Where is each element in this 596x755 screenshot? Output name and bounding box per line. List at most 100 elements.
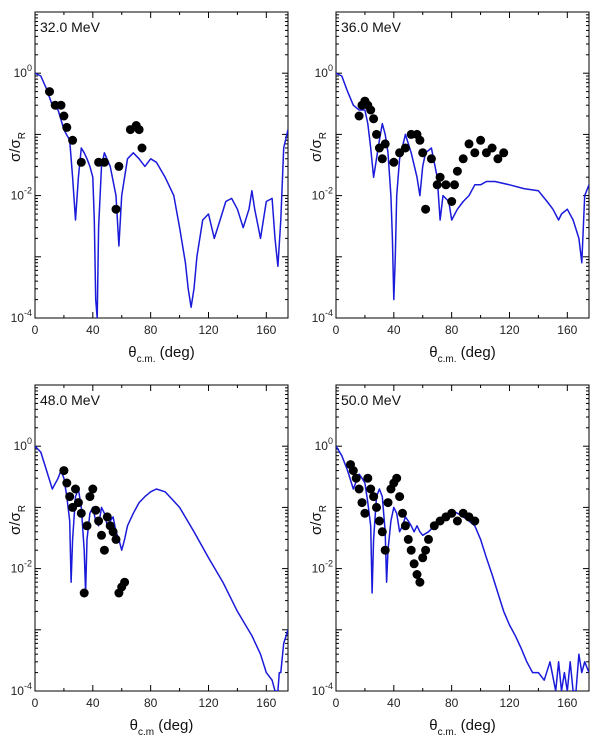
- data-point: [82, 521, 92, 531]
- calc-curve: [35, 72, 288, 318]
- plot-area: [35, 72, 288, 318]
- data-point: [65, 492, 75, 502]
- x-tick-label: 40: [86, 696, 100, 710]
- data-point: [68, 135, 78, 145]
- y-axis-label: σ/σR: [7, 505, 28, 535]
- y-axis-symbol: σ/σ: [308, 512, 325, 535]
- x-axis-unit: (deg): [457, 717, 496, 734]
- y-axis-label: σ/σR: [308, 132, 329, 162]
- data-point: [499, 148, 509, 158]
- x-axis-subscript: c.m: [138, 727, 154, 738]
- data-point: [476, 135, 486, 145]
- y-axis-label: σ/σR: [7, 132, 28, 162]
- data-point: [418, 553, 428, 563]
- data-point: [398, 508, 407, 518]
- data-point: [447, 197, 457, 206]
- data-point: [421, 204, 431, 214]
- data-point: [111, 204, 121, 214]
- data-point: [424, 534, 433, 544]
- x-axis-label: θc.m. (deg): [429, 717, 495, 738]
- x-axis-symbol: θ: [429, 344, 437, 361]
- x-axis-subscript: c.m.: [137, 354, 156, 365]
- data-point: [134, 125, 144, 135]
- data-point: [114, 161, 124, 171]
- data-point: [426, 154, 436, 164]
- y-tick-exponent: -4: [24, 681, 32, 691]
- y-tick-exponent: -2: [24, 186, 32, 196]
- data-point: [395, 492, 405, 502]
- data-point: [418, 148, 428, 158]
- calc-curve: [336, 445, 589, 691]
- chart-panel-2: 0 40 80 120 160 100 10-2 10-4 36.0 MeV θc.m. (deg…: [308, 11, 590, 365]
- data-point: [85, 492, 95, 502]
- data-point: [377, 527, 387, 537]
- data-point: [464, 139, 474, 149]
- data-point: [360, 508, 370, 518]
- y-tick-exponent: 0: [27, 436, 32, 446]
- data-point: [59, 111, 69, 121]
- data-point: [366, 105, 376, 115]
- data-point: [493, 154, 503, 164]
- data-point: [406, 545, 416, 555]
- data-point: [357, 498, 367, 508]
- data-point: [62, 122, 72, 132]
- data-point: [102, 512, 112, 522]
- data-point: [403, 534, 413, 544]
- x-axis-label: θc.m (deg): [130, 717, 194, 738]
- plot-area: [35, 445, 288, 691]
- data-point: [389, 157, 399, 167]
- x-tick-label: 80: [144, 696, 158, 710]
- data-point: [62, 478, 72, 488]
- x-tick-label: 80: [445, 696, 459, 710]
- x-axis-subscript: c.m.: [438, 354, 457, 365]
- data-point: [97, 530, 106, 540]
- data-point: [354, 484, 364, 494]
- y-tick-label: 100: [14, 436, 32, 453]
- x-tick-label: 160: [256, 696, 276, 710]
- x-tick-label: 80: [445, 323, 459, 337]
- plot-frame: [34, 384, 289, 692]
- x-tick-label: 0: [333, 696, 340, 710]
- data-point: [94, 516, 104, 526]
- x-axis-subscript: c.m.: [438, 727, 457, 738]
- y-tick-exponent: 0: [328, 63, 333, 73]
- x-tick-label: 160: [557, 696, 577, 710]
- y-tick-exponent: 0: [328, 436, 333, 446]
- data-point: [470, 516, 480, 526]
- y-axis-symbol: σ/σ: [7, 512, 24, 535]
- y-tick-label: 10-4: [312, 308, 333, 325]
- y-axis-subscript: R: [17, 505, 28, 512]
- x-tick-label: 40: [387, 323, 401, 337]
- data-point: [372, 502, 381, 512]
- data-point: [79, 588, 89, 598]
- data-point: [137, 143, 147, 153]
- plot-frame: [34, 11, 289, 319]
- data-point: [450, 180, 459, 190]
- x-axis-label: θc.m. (deg): [429, 344, 495, 365]
- data-point: [348, 466, 358, 476]
- y-tick-label: 10-2: [11, 186, 32, 203]
- panel-title: 48.0 MeV: [40, 392, 101, 408]
- data-point: [435, 172, 445, 182]
- data-point: [369, 492, 379, 502]
- data-point: [415, 577, 425, 587]
- y-tick-label: 10-2: [11, 559, 32, 576]
- y-axis-label: σ/σR: [308, 505, 329, 535]
- chart-panel-4: 0 40 80 120 160 100 10-2 10-4 50.0 MeV θc.m. (deg…: [308, 384, 590, 738]
- x-axis-unit: (deg): [156, 344, 195, 361]
- data-point: [76, 508, 86, 518]
- x-tick-label: 40: [86, 323, 100, 337]
- data-point: [380, 139, 390, 149]
- x-tick-label: 160: [557, 323, 577, 337]
- y-tick-exponent: -2: [325, 186, 333, 196]
- x-tick-label: 120: [198, 696, 218, 710]
- data-point: [108, 527, 118, 537]
- data-point: [372, 129, 381, 139]
- data-point: [400, 143, 410, 153]
- data-point: [458, 154, 468, 164]
- data-point: [56, 100, 66, 110]
- data-point: [59, 466, 69, 476]
- data-point: [73, 498, 83, 508]
- chart-panel-3: 0 40 80 120 160 100 10-2 10-4 48.0 MeV θc.m (deg)…: [7, 384, 289, 738]
